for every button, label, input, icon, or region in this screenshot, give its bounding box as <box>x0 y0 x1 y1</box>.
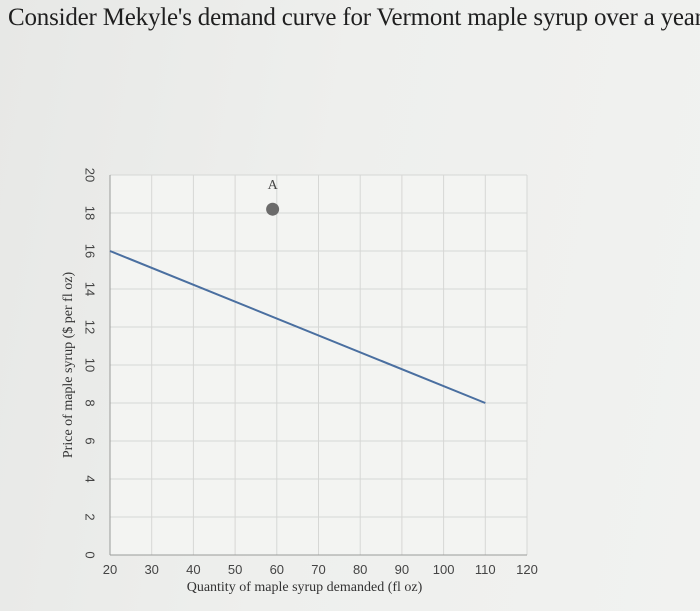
chart-points: A <box>266 178 280 216</box>
y-tick-label: 18 <box>83 206 98 220</box>
y-tick-label: 20 <box>83 168 98 182</box>
x-tick-label: 90 <box>395 562 409 577</box>
x-tick-label: 110 <box>475 562 496 577</box>
x-tick-label: 40 <box>186 562 200 577</box>
y-axis-label: Price of maple syrup ($ per fl oz) <box>61 272 76 459</box>
y-tick-label: 14 <box>83 282 98 296</box>
x-tick-label: 60 <box>270 562 284 577</box>
y-tick-label: 12 <box>83 320 98 334</box>
y-tick-label: 16 <box>83 244 98 258</box>
y-tick-label: 2 <box>83 513 98 520</box>
y-tick-label: 4 <box>83 475 98 482</box>
x-tick-label: 100 <box>433 562 455 577</box>
x-tick-label: 20 <box>103 562 117 577</box>
chart-axes <box>109 175 527 556</box>
x-tick-label: 70 <box>311 562 325 577</box>
x-axis-label: Quantity of maple syrup demanded (fl oz) <box>187 580 423 595</box>
chart-series <box>109 250 486 404</box>
x-tick-label: 120 <box>516 562 538 577</box>
y-tick-labels: 0 2 4 6 8 10 12 14 16 18 20 <box>83 168 98 559</box>
point-a-label: A <box>268 178 279 193</box>
demand-curve-line <box>109 250 486 404</box>
y-tick-label: 6 <box>83 437 98 444</box>
chart-grid <box>109 174 528 556</box>
point-a-marker <box>266 202 280 216</box>
y-tick-label: 8 <box>83 399 98 406</box>
question-text: Consider Mekyle's demand curve for Vermo… <box>8 4 700 31</box>
y-tick-label: 0 <box>83 551 98 558</box>
y-tick-label: 10 <box>83 358 98 372</box>
x-tick-label: 80 <box>353 562 367 577</box>
x-tick-label: 50 <box>228 562 242 577</box>
x-tick-labels: 20 30 40 50 60 70 80 90 100 110 120 <box>103 562 538 577</box>
x-tick-label: 30 <box>144 562 158 577</box>
